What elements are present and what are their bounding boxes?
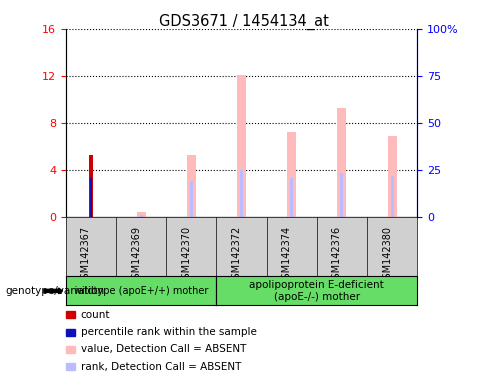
Bar [387, 136, 397, 217]
Bar [390, 176, 394, 217]
Text: percentile rank within the sample: percentile rank within the sample [81, 327, 256, 337]
Text: GSM142380: GSM142380 [382, 226, 392, 285]
Text: wildtype (apoE+/+) mother: wildtype (apoE+/+) mother [74, 286, 208, 296]
Text: GSM142370: GSM142370 [182, 226, 191, 285]
Bar [140, 215, 142, 217]
Text: GSM142376: GSM142376 [332, 226, 342, 285]
Bar [89, 155, 93, 217]
Bar [290, 178, 293, 217]
Bar [237, 74, 246, 217]
Text: GSM142367: GSM142367 [81, 226, 91, 285]
Bar [187, 155, 196, 217]
Text: GSM142369: GSM142369 [131, 226, 141, 285]
Text: value, Detection Call = ABSENT: value, Detection Call = ABSENT [81, 344, 246, 354]
Bar [90, 178, 92, 217]
Bar [190, 180, 193, 217]
Bar [341, 174, 344, 217]
Text: rank, Detection Call = ABSENT: rank, Detection Call = ABSENT [81, 362, 241, 372]
Text: count: count [81, 310, 110, 320]
Text: GSM142374: GSM142374 [282, 226, 292, 285]
Bar [137, 212, 146, 217]
Bar [337, 108, 346, 217]
Bar [240, 170, 243, 217]
Text: genotype/variation: genotype/variation [5, 286, 104, 296]
Text: GSM142372: GSM142372 [232, 226, 242, 285]
Text: apolipoprotein E-deficient
(apoE-/-) mother: apolipoprotein E-deficient (apoE-/-) mot… [249, 280, 384, 302]
Text: GDS3671 / 1454134_at: GDS3671 / 1454134_at [159, 13, 329, 30]
Bar [287, 132, 296, 217]
